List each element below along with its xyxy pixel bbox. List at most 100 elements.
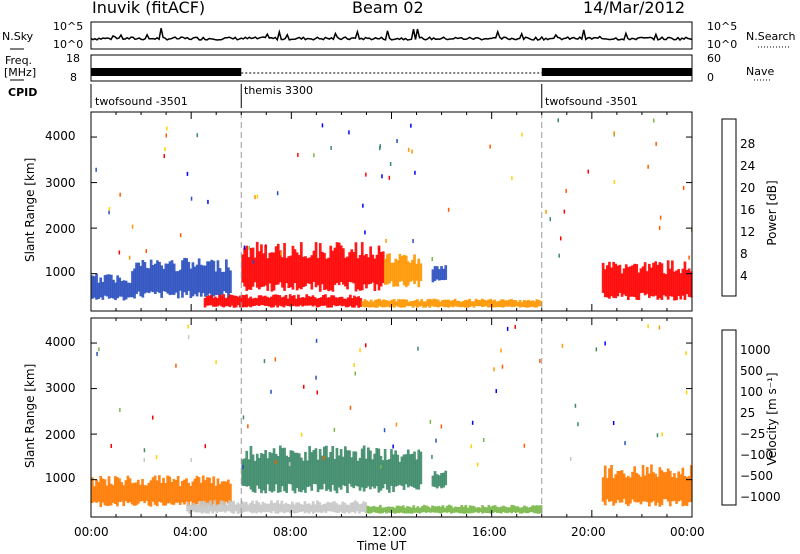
velocity-cbar-minus1000: −1000: [740, 490, 781, 504]
data-point: [254, 195, 256, 200]
data-strip: [415, 263, 418, 281]
data-strip: [427, 506, 430, 513]
data-strip: [660, 470, 664, 506]
data-strip: [189, 485, 193, 502]
data-strip: [259, 295, 263, 306]
data-strip: [608, 261, 611, 299]
data-strip: [673, 271, 676, 301]
data-strip: [289, 450, 293, 485]
data-point: [175, 363, 177, 368]
data-strip: [403, 299, 407, 308]
data-strip: [312, 250, 316, 282]
data-strip: [495, 301, 499, 308]
data-strip: [147, 268, 151, 294]
data-strip: [410, 507, 413, 514]
data-strip: [466, 507, 470, 514]
data-strip: [97, 282, 100, 299]
data-strip: [612, 478, 615, 506]
data-strip: [234, 295, 238, 308]
data-strip: [379, 252, 383, 287]
data-strip: [668, 268, 672, 297]
data-strip: [379, 455, 383, 491]
data-strip: [639, 268, 643, 294]
data-strip: [293, 504, 296, 514]
colorbar-frame: [721, 118, 737, 297]
data-strip: [664, 472, 668, 500]
data-strip: [333, 247, 337, 285]
data-strip: [409, 301, 413, 307]
velocity-plot: [91, 324, 693, 514]
data-strip: [245, 294, 248, 308]
data-strip: [417, 449, 421, 490]
data-strip: [683, 475, 687, 506]
data-strip: [464, 299, 467, 308]
data-strip: [267, 503, 271, 513]
data-strip: [372, 505, 376, 513]
data-strip: [475, 507, 478, 513]
data-strip: [114, 476, 117, 504]
data-strip: [419, 263, 423, 282]
data-point: [353, 363, 355, 367]
data-strip: [689, 465, 693, 502]
data-strip: [268, 297, 271, 307]
data-strip: [320, 455, 324, 490]
data-point: [364, 230, 366, 235]
data-strip: [510, 299, 513, 308]
data-strip: [317, 298, 321, 307]
data-strip: [381, 507, 384, 514]
data-point: [685, 390, 688, 395]
data-point: [388, 175, 391, 180]
data-strip: [95, 479, 98, 503]
power-cbar-4: 4: [740, 269, 748, 283]
data-strip: [336, 297, 340, 306]
data-strip: [601, 477, 605, 502]
data-strip: [181, 480, 184, 503]
data-point: [500, 348, 502, 353]
data-strip: [291, 450, 295, 491]
data-strip: [160, 483, 163, 503]
data-strip: [533, 301, 537, 308]
data-strip: [460, 505, 464, 514]
data-strip: [650, 464, 653, 503]
data-strip: [520, 507, 524, 514]
data-strip: [671, 260, 674, 297]
data-strip: [419, 451, 423, 485]
data-point: [379, 146, 381, 151]
data-point: [682, 185, 685, 190]
data-strip: [268, 452, 272, 491]
data-strip: [187, 261, 191, 291]
data-strip: [606, 265, 609, 298]
data-strip: [491, 300, 495, 308]
data-strip: [137, 262, 140, 292]
data-point: [98, 347, 100, 352]
data-strip: [449, 300, 453, 307]
data-point: [365, 343, 367, 348]
data-point: [604, 341, 606, 346]
data-point: [435, 438, 437, 443]
data-point: [389, 162, 392, 166]
data-strip: [274, 246, 278, 285]
data-strip: [305, 503, 309, 513]
data-point: [412, 239, 414, 243]
data-strip: [195, 264, 199, 297]
data-strip: [685, 477, 689, 506]
data-strip: [112, 279, 115, 299]
data-point: [243, 245, 246, 250]
data-strip: [537, 300, 541, 307]
data-point: [128, 255, 131, 260]
data-point: [204, 444, 206, 449]
data-strip: [131, 271, 134, 298]
data-strip: [656, 476, 660, 503]
nsky-frame: [90, 21, 693, 50]
data-strip: [216, 298, 219, 307]
data-point: [315, 338, 318, 343]
data-point: [431, 454, 433, 459]
data-point: [187, 324, 189, 329]
data-strip: [203, 297, 207, 308]
data-strip: [402, 255, 406, 286]
data-strip: [437, 505, 441, 513]
data-point: [119, 408, 121, 412]
data-strip: [99, 476, 103, 507]
data-strip: [624, 264, 628, 297]
